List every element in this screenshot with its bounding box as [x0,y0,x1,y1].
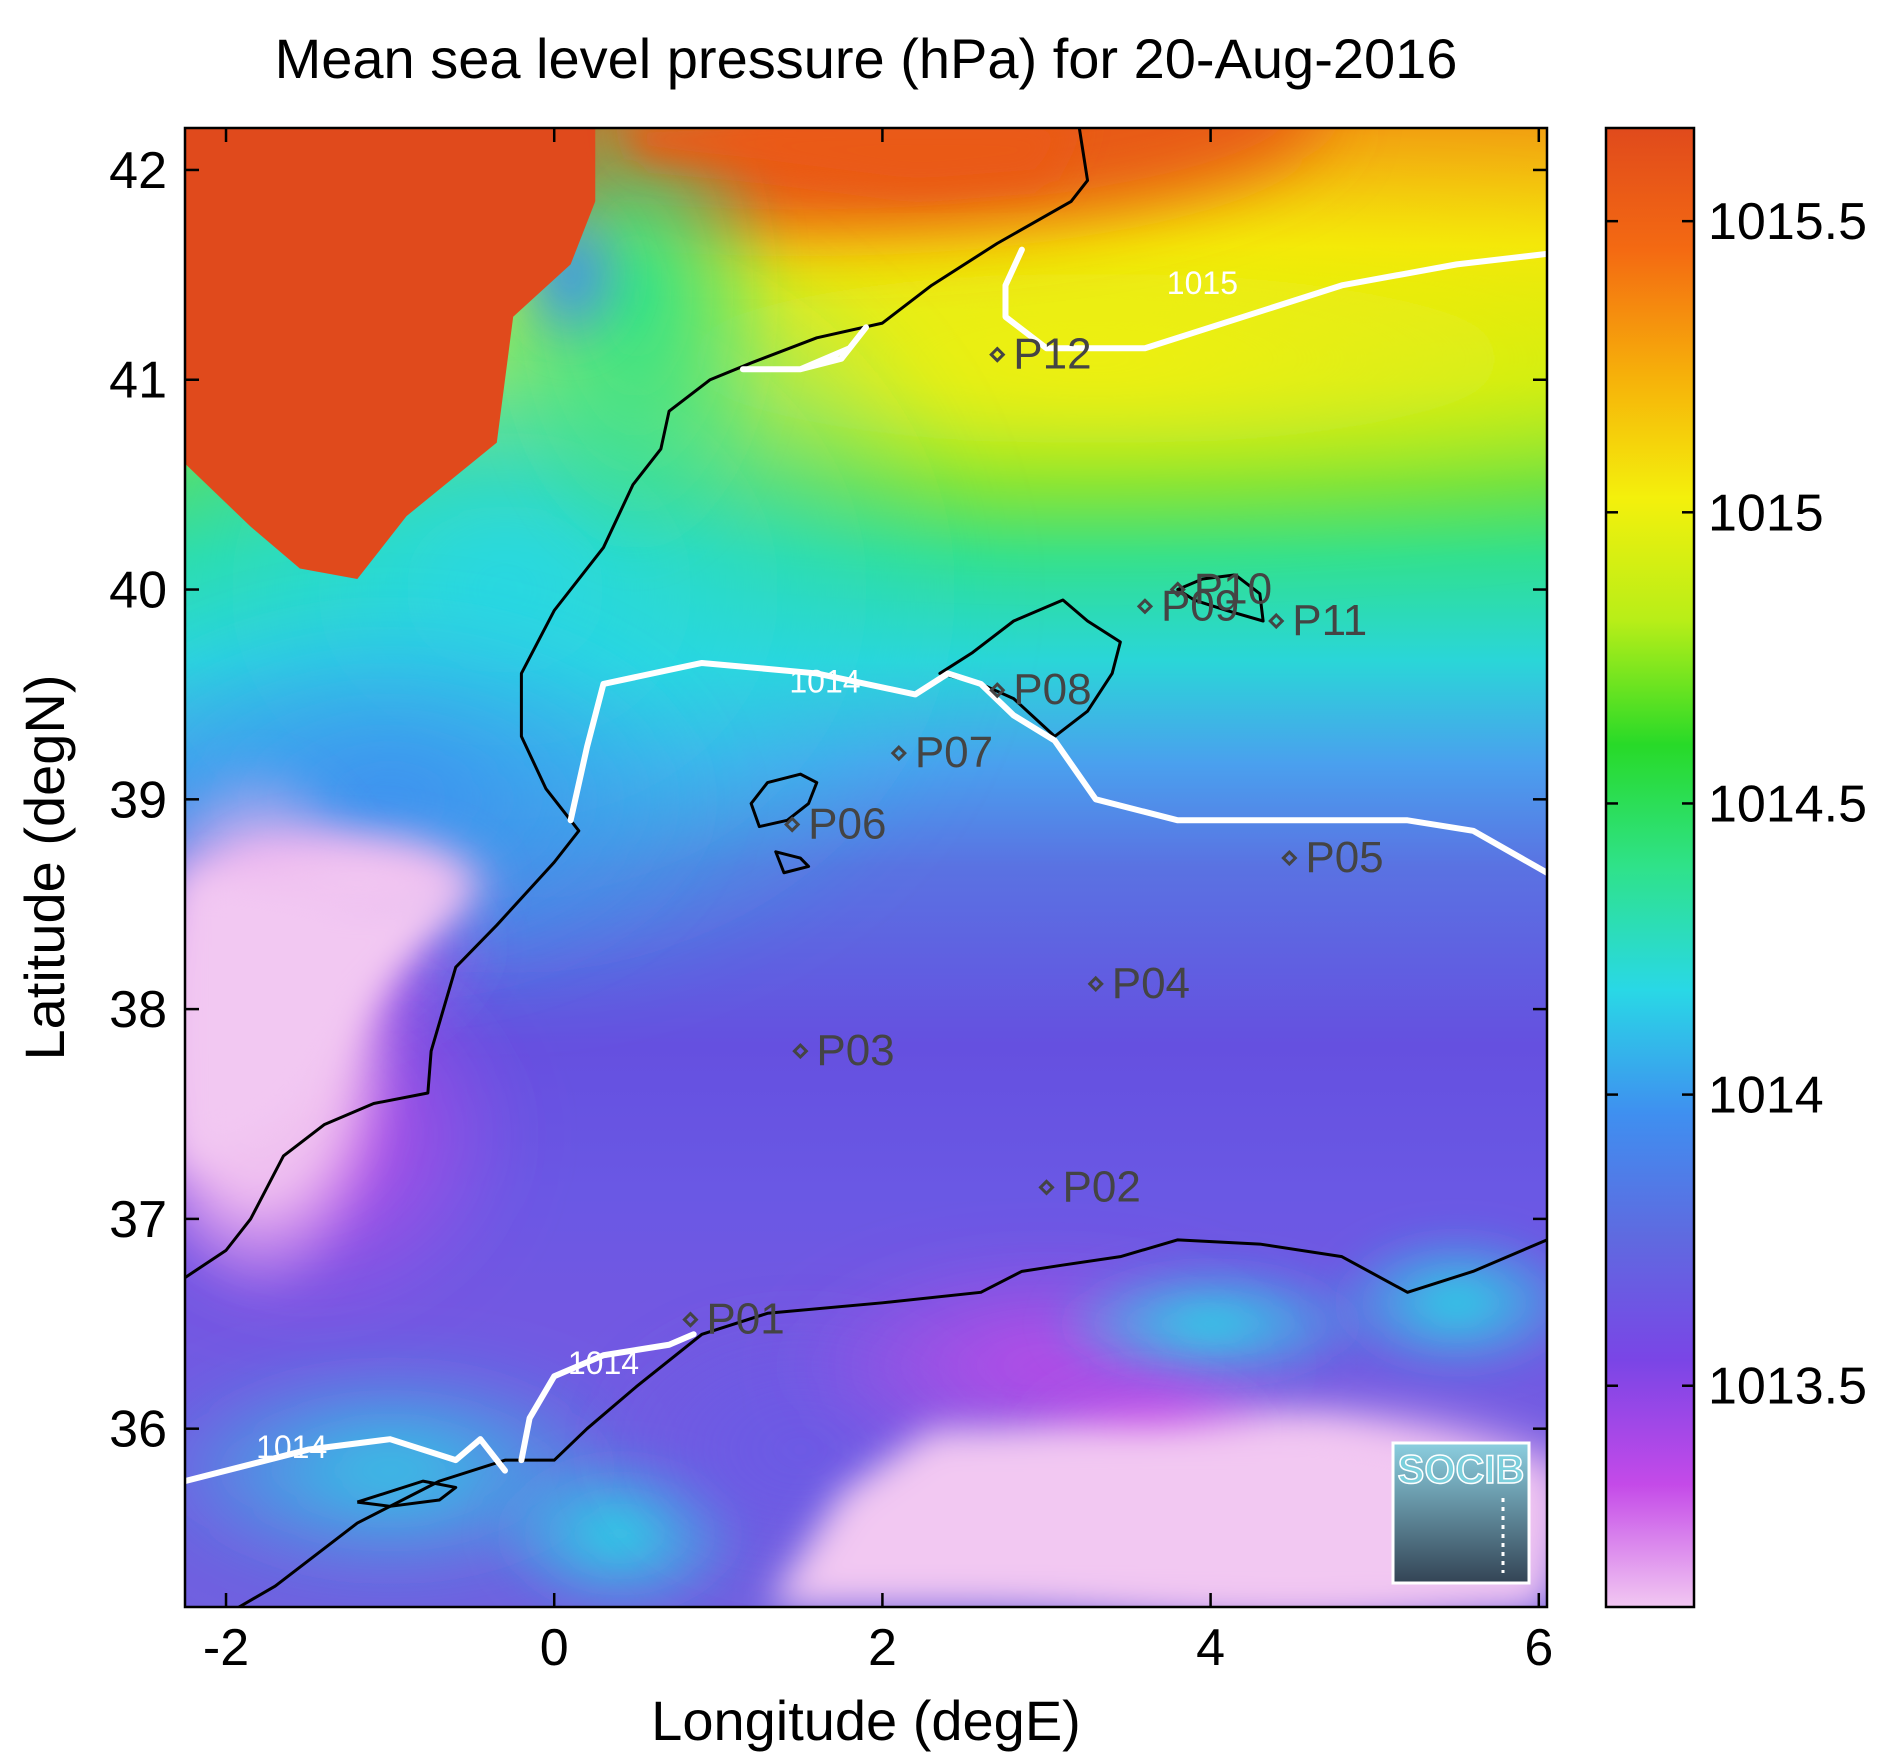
station-marker[interactable] [1136,598,1154,615]
station-marker[interactable] [792,1042,809,1060]
isobar-label: 1014 [256,1429,327,1465]
station-label: P03 [816,1026,894,1075]
colorbar-tick-label: 1013.5 [1708,1358,1867,1416]
station-marker[interactable] [989,682,1006,699]
station-marker[interactable] [1087,975,1104,993]
isobar-label: 1015 [1167,265,1238,301]
colorbar-bar [1604,126,1696,1609]
isobar-contour [518,1331,697,1464]
chart-title: Mean sea level pressure (hPa) for 20-Aug… [275,27,1458,90]
map-axes: -2 0 2 4 6 36 37 38 39 40 41 42 Mean sea level press… [13,27,1553,1752]
y-tick-label: 37 [109,1191,167,1249]
station-label: P01 [706,1295,784,1344]
colorbar-tick-label: 1014 [1708,1067,1824,1125]
station-label: P09 [1161,581,1239,630]
y-tick-label: 36 [109,1401,167,1459]
station-marker[interactable] [1268,612,1285,630]
island-outline [749,772,819,829]
isobar-contour [739,324,869,373]
station-label: P12 [1013,330,1091,379]
station-label: P10 [1194,565,1272,614]
island-outline [1176,573,1265,623]
y-tick-label: 41 [109,352,167,410]
station-marker[interactable] [1169,581,1186,598]
station-label: P05 [1305,833,1383,882]
station-marker[interactable] [989,346,1006,363]
x-tick-label: 0 [540,1619,569,1677]
island-outline [774,850,811,875]
isobar-contour [185,1436,508,1485]
colorbar-tick-label: 1014.5 [1708,775,1867,833]
coastline [185,128,1090,1279]
y-axis-label: Latitude (degN) [13,674,76,1060]
plot-frame [183,126,1549,1609]
station-label: P07 [915,728,993,777]
station-marker[interactable] [1281,849,1298,867]
x-tick-label: 4 [1196,1619,1225,1677]
station-marker[interactable] [784,816,801,833]
low-pressure-region [767,1428,1547,1607]
colorbar-tick-label: 1015 [1708,484,1824,542]
x-tick-label: -2 [203,1619,249,1677]
x-tick-label: 2 [868,1619,897,1677]
colorbar: 1013.5 1014 1014.5 1015 1015.5 [1604,126,1867,1609]
isobar-contour [567,659,1547,876]
station-marker[interactable] [1038,1179,1055,1196]
station-label: P04 [1112,959,1190,1008]
island-outline [938,598,1122,738]
high-pressure-region [185,128,596,580]
y-tick-label: 39 [109,771,167,829]
station-label: P08 [1013,665,1091,714]
station-label: P11 [1292,596,1367,645]
y-tick-label: 38 [109,981,167,1039]
coastline [356,1479,458,1508]
isobar-label: 1014 [789,663,860,699]
x-axis-label: Longitude (degE) [651,1689,1081,1752]
isobar-label: 1014 [568,1345,639,1381]
y-tick-label: 40 [109,562,167,620]
station-label: P02 [1063,1162,1141,1211]
svg-text:SOCIB: SOCIB [1398,1448,1525,1492]
map-plot-area: 1015 1014 1014 1014 P01 P02 P03 P04 P05 P06 P07 P08… [183,126,1549,1609]
y-tick-label: 42 [109,142,167,200]
station-marker[interactable] [682,1311,699,1328]
isobar-contour [1002,246,1547,352]
x-tick-label: 6 [1524,1619,1553,1677]
socib-logo: SOCIB [1391,1441,1531,1585]
coastline [236,1238,1547,1607]
station-marker[interactable] [890,745,907,762]
low-pressure-region [185,872,464,1167]
colorbar-tick-label: 1015.5 [1708,193,1867,251]
station-label: P06 [808,799,886,848]
